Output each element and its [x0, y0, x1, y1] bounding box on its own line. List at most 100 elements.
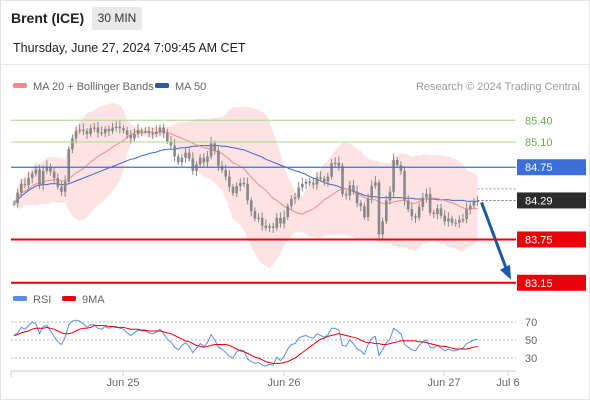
candle-body: [166, 133, 169, 142]
candle-body: [458, 219, 461, 223]
level-label: 85.10: [525, 137, 553, 149]
candle-body: [348, 185, 352, 196]
candle-body: [20, 183, 23, 193]
ma20-line: [13, 129, 478, 215]
candle-body: [264, 225, 268, 228]
level-label-box: [517, 274, 586, 291]
forecast-arrow-shaft: [480, 201, 509, 272]
time-axis: Jun 25 Jun 26 Jun 27 Jul 6: [10, 370, 520, 389]
candle-body: [249, 200, 253, 212]
rsi-legend-swatch: [13, 296, 27, 301]
candle-body: [96, 127, 100, 133]
candle-body: [326, 176, 330, 182]
candle-body: [253, 211, 257, 219]
candle-body: [290, 199, 293, 207]
candle-body: [133, 134, 136, 139]
candle-body: [209, 143, 213, 157]
candle-body: [30, 173, 34, 179]
candle-body: [468, 205, 472, 210]
level-label: 84.75: [525, 162, 553, 174]
rsi-tick-label: 70: [525, 317, 537, 329]
candle-body: [366, 198, 370, 218]
candle-body: [191, 158, 195, 171]
candle-body: [403, 170, 406, 201]
candle-body: [71, 138, 74, 150]
candle-body: [60, 186, 63, 192]
candle-body: [319, 177, 322, 179]
candle-body: [461, 219, 465, 221]
timeframe-button[interactable]: 30 MIN: [92, 7, 142, 30]
candle-body: [12, 203, 16, 205]
candle-body: [38, 169, 41, 186]
candle-body: [271, 226, 275, 228]
bollinger-band: [14, 102, 478, 269]
candle-body: [231, 186, 235, 194]
instrument-title: Brent (ICE): [11, 10, 85, 26]
candle-body: [421, 197, 425, 207]
candle-body: [282, 217, 286, 224]
candle-body: [410, 209, 414, 217]
candle-body: [52, 171, 56, 179]
level-label: 83.75: [525, 234, 553, 246]
candle-body: [359, 203, 363, 207]
candle-body: [374, 182, 377, 186]
candle-body: [206, 156, 209, 163]
candle-body: [176, 156, 180, 163]
ma50-legend-label: MA 50: [175, 81, 206, 93]
candle-body: [344, 193, 348, 196]
candle-body: [23, 183, 27, 186]
ma20-legend-swatch: [13, 83, 27, 88]
candle-body: [147, 131, 151, 134]
axis-tick-label: Jun 26: [267, 377, 300, 389]
rsi-tick-label: 30: [525, 353, 537, 365]
candle-body: [122, 128, 125, 131]
candle-body: [67, 149, 71, 182]
candle-body: [308, 181, 311, 184]
candle-body: [333, 162, 337, 165]
candle-body: [330, 163, 333, 177]
candle-body: [41, 170, 45, 186]
rsi-line: [13, 319, 478, 367]
candle-body: [341, 165, 344, 194]
candle-body: [385, 200, 388, 222]
candle-body: [436, 208, 439, 215]
ma20-legend-label: MA 20 + Bollinger Bands: [33, 81, 154, 93]
rsi-tick-label: 50: [525, 335, 537, 347]
candle-body: [34, 169, 38, 174]
candle-body: [198, 157, 202, 165]
candle-body: [129, 134, 133, 139]
axis-tick-label: Jul 6: [496, 377, 519, 389]
candle-body: [239, 183, 242, 186]
candle-body: [432, 212, 436, 215]
rsi-plot: 70 50 30: [11, 317, 537, 367]
level-label-box: [517, 231, 586, 248]
candle-body: [388, 191, 392, 201]
candle-body: [363, 206, 366, 218]
candle-body: [370, 186, 373, 199]
candle-body: [93, 127, 96, 129]
candle-body: [144, 131, 147, 133]
candle-body: [16, 192, 19, 204]
rsi-legend-label: RSI: [33, 294, 51, 306]
candle-body: [257, 217, 260, 219]
candle-body: [180, 157, 184, 163]
candle-body: [27, 178, 30, 186]
candle-body: [304, 181, 308, 184]
candle-body: [63, 181, 67, 192]
candle-body: [315, 177, 319, 185]
candle-body: [140, 130, 144, 132]
candle-body: [450, 218, 454, 223]
levels-layer: 85.40 85.10 84.75 83.75 83.15: [11, 115, 586, 291]
candle-body: [425, 193, 428, 198]
candle-body: [74, 131, 78, 139]
candle-body: [107, 128, 111, 132]
candle-body: [151, 133, 154, 135]
candle-body: [78, 129, 81, 132]
candle-body: [260, 217, 264, 226]
candle-body: [224, 170, 227, 177]
candle-body: [89, 128, 92, 134]
candle-body: [45, 166, 49, 171]
current-price-box: [517, 192, 586, 209]
level-label-box: [517, 159, 586, 176]
